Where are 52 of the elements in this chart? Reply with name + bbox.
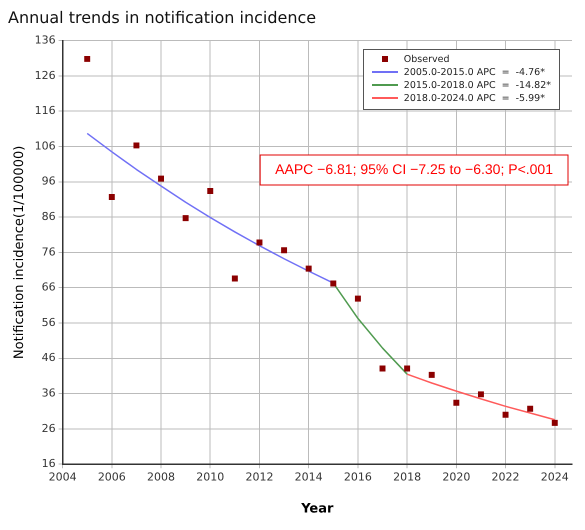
point [108,194,115,200]
y-tick-label: 86 [42,210,56,223]
x-tick-label: 2020 [442,470,470,484]
point [453,400,460,406]
point [182,215,189,222]
y-axis-title: Notification incidence(1/100000) [12,146,28,360]
x-tick-label: 2016 [344,470,372,484]
point [527,406,534,412]
annotation: AAPC −6.81; 95% CI −7.25 to −6.30; P<.001 [275,160,554,177]
y-tick-label: 126 [34,68,56,82]
x-tick-label: 2010 [196,470,224,484]
y-tick-label: 36 [42,386,56,400]
point [84,56,90,62]
point [428,372,435,378]
point [133,142,140,148]
x-tick-label: 2004 [48,470,77,484]
x-tick-label: 2008 [147,470,176,484]
y-tick-label: 66 [42,280,56,294]
x-tick-label: 2024 [540,470,569,484]
point [281,247,288,254]
legend-label: 2015.0-2018.0 APC = -14.82* [404,78,551,92]
x-tick-label: 2006 [98,470,126,484]
y-tick-label: 26 [42,422,56,435]
x-tick-label: 2012 [245,470,274,484]
y-tick-label: 106 [34,139,56,152]
legend-label: 2018.0-2024.0 APC = -5.99* [404,92,545,105]
y-tick-label: 16 [42,457,56,470]
y-tick-label: 76 [42,245,56,258]
point [232,276,238,282]
point [306,266,312,272]
point [552,420,558,426]
y-tick-label: 136 [34,33,56,46]
point [330,280,336,286]
chart-title: Annual trends in notification incidence [8,8,318,27]
point [354,296,361,302]
x-tick-label: 2018 [393,470,422,484]
y-tick-label: 96 [42,174,56,188]
point [502,412,509,418]
point [207,188,214,194]
y-tick-label: 46 [42,351,56,364]
point [478,391,484,398]
point [158,176,164,182]
point [380,366,386,372]
point [256,240,262,246]
y-tick-label: 116 [34,104,56,118]
x-tick-label: 2014 [294,470,323,484]
x-axis-title: Year [300,502,334,517]
x-tick-label: 2022 [492,470,520,484]
legend-label: 2005.0-2015.0 APC = -4.76* [404,66,545,79]
legend-label: Observed [404,52,450,66]
point [404,366,410,372]
y-tick-label: 56 [42,316,56,329]
